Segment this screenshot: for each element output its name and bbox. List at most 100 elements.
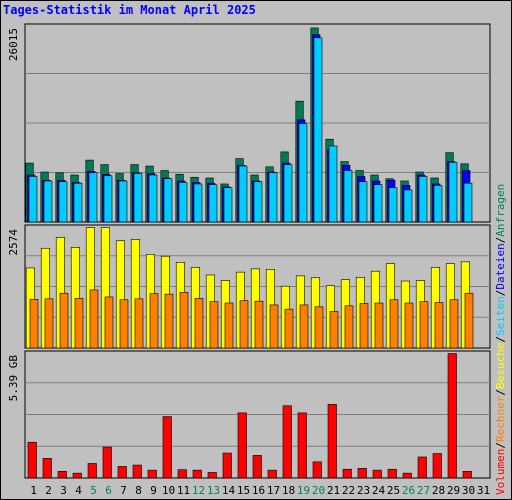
bar-volumen (42, 458, 52, 479)
bar-rechner (104, 296, 114, 349)
bar-seiten (88, 172, 98, 223)
bar-seiten (163, 178, 173, 223)
bar-rechner (419, 301, 429, 349)
bar-seiten (253, 181, 263, 223)
day-tick-label: 13 (207, 484, 220, 497)
day-tick-label: 18 (282, 484, 295, 497)
day-tick-label: 25 (387, 484, 400, 497)
chart-title: Tages-Statistik im Monat April 2025 (3, 3, 256, 17)
bar-seiten (103, 175, 113, 223)
day-tick-label: 20 (312, 484, 325, 497)
day-tick-label: 29 (447, 484, 460, 497)
bar-seiten (208, 184, 218, 223)
bar-rechner (464, 292, 474, 349)
bar-volumen (342, 468, 352, 479)
bar-volumen (267, 469, 277, 479)
bar-seiten (28, 176, 38, 223)
bar-seiten (313, 37, 323, 223)
bar-rechner (209, 301, 219, 349)
bar-volumen (207, 472, 217, 479)
day-tick-label: 16 (252, 484, 265, 497)
bar-volumen (297, 412, 307, 479)
bar-rechner (269, 304, 279, 349)
bar-volumen (357, 468, 367, 479)
bar-seiten (418, 176, 428, 223)
bar-rechner (179, 291, 189, 349)
bar-rechner (329, 311, 339, 349)
bar-volumen (192, 469, 202, 479)
day-tick-label: 22 (342, 484, 355, 497)
day-tick-label: 14 (222, 484, 236, 497)
bar-seiten (73, 182, 83, 223)
bar-volumen (102, 446, 112, 479)
bar-volumen (87, 463, 97, 479)
bar-rechner (389, 299, 399, 349)
bar-volumen (57, 471, 67, 479)
day-tick-label: 1 (30, 484, 37, 497)
bar-volumen (432, 453, 442, 479)
bar-volumen (252, 455, 262, 479)
day-tick-label: 9 (150, 484, 157, 497)
bar-seiten (43, 180, 53, 223)
bar-volumen (72, 472, 82, 479)
bar-rechner (449, 299, 459, 349)
bar-volumen (402, 472, 412, 479)
bar-rechner (299, 304, 309, 349)
bar-rechner (59, 292, 69, 349)
day-tick-label: 15 (237, 484, 250, 497)
day-tick-label: 19 (297, 484, 310, 497)
day-tick-label: 27 (417, 484, 430, 497)
legend-besuche: Besuche (494, 342, 507, 390)
legend-separator: / (494, 236, 507, 244)
day-tick-label: 8 (135, 484, 142, 497)
bar-rechner (254, 300, 264, 349)
day-tick-label: 3 (60, 484, 67, 497)
bar-seiten (58, 181, 68, 223)
bar-volumen (312, 461, 322, 479)
bar-rechner (284, 308, 294, 349)
legend-dateien: Dateien (494, 243, 507, 290)
bar-volumen (462, 471, 472, 479)
bar-rechner (164, 293, 174, 349)
bar-rechner (404, 302, 414, 349)
bar-seiten (328, 145, 338, 223)
bar-seiten (343, 170, 353, 223)
legend-seiten: Seiten (494, 296, 507, 337)
legend-volumen: Volumen (494, 448, 507, 495)
day-tick-label: 10 (162, 484, 175, 497)
day-tick-label: 4 (75, 484, 82, 497)
bar-rechner (374, 302, 384, 349)
day-tick-label: 21 (327, 484, 340, 497)
legend-separator: / (494, 336, 507, 343)
bar-volumen (327, 404, 337, 479)
bar-seiten (178, 182, 188, 223)
bar-seiten (298, 123, 308, 223)
bar-rechner (344, 305, 354, 349)
bar-volumen (387, 468, 397, 479)
bar-rechner (89, 289, 99, 349)
bar-seiten (193, 183, 203, 223)
bar-rechner (434, 302, 444, 349)
panel-max-label: 5.39 GB (7, 355, 20, 402)
legend-anfragen: Anfragen (494, 183, 507, 237)
bar-volumen (132, 464, 142, 479)
day-tick-label: 26 (402, 484, 415, 497)
bar-seiten (463, 182, 473, 223)
bar-volumen (162, 416, 172, 479)
bar-volumen (372, 469, 382, 479)
bar-seiten (283, 164, 293, 223)
day-tick-label: 6 (105, 484, 112, 497)
day-tick-label: 17 (267, 484, 280, 497)
bar-volumen (177, 469, 187, 479)
bar-seiten (373, 184, 383, 223)
day-tick-label: 23 (357, 484, 370, 497)
day-tick-label: 11 (177, 484, 190, 497)
bar-rechner (194, 298, 204, 349)
day-tick-label: 30 (462, 484, 475, 497)
bar-seiten (238, 165, 248, 223)
day-tick-label: 2 (45, 484, 52, 497)
bar-volumen (222, 452, 232, 479)
day-tick-label: 12 (192, 484, 205, 497)
bar-rechner (134, 298, 144, 349)
